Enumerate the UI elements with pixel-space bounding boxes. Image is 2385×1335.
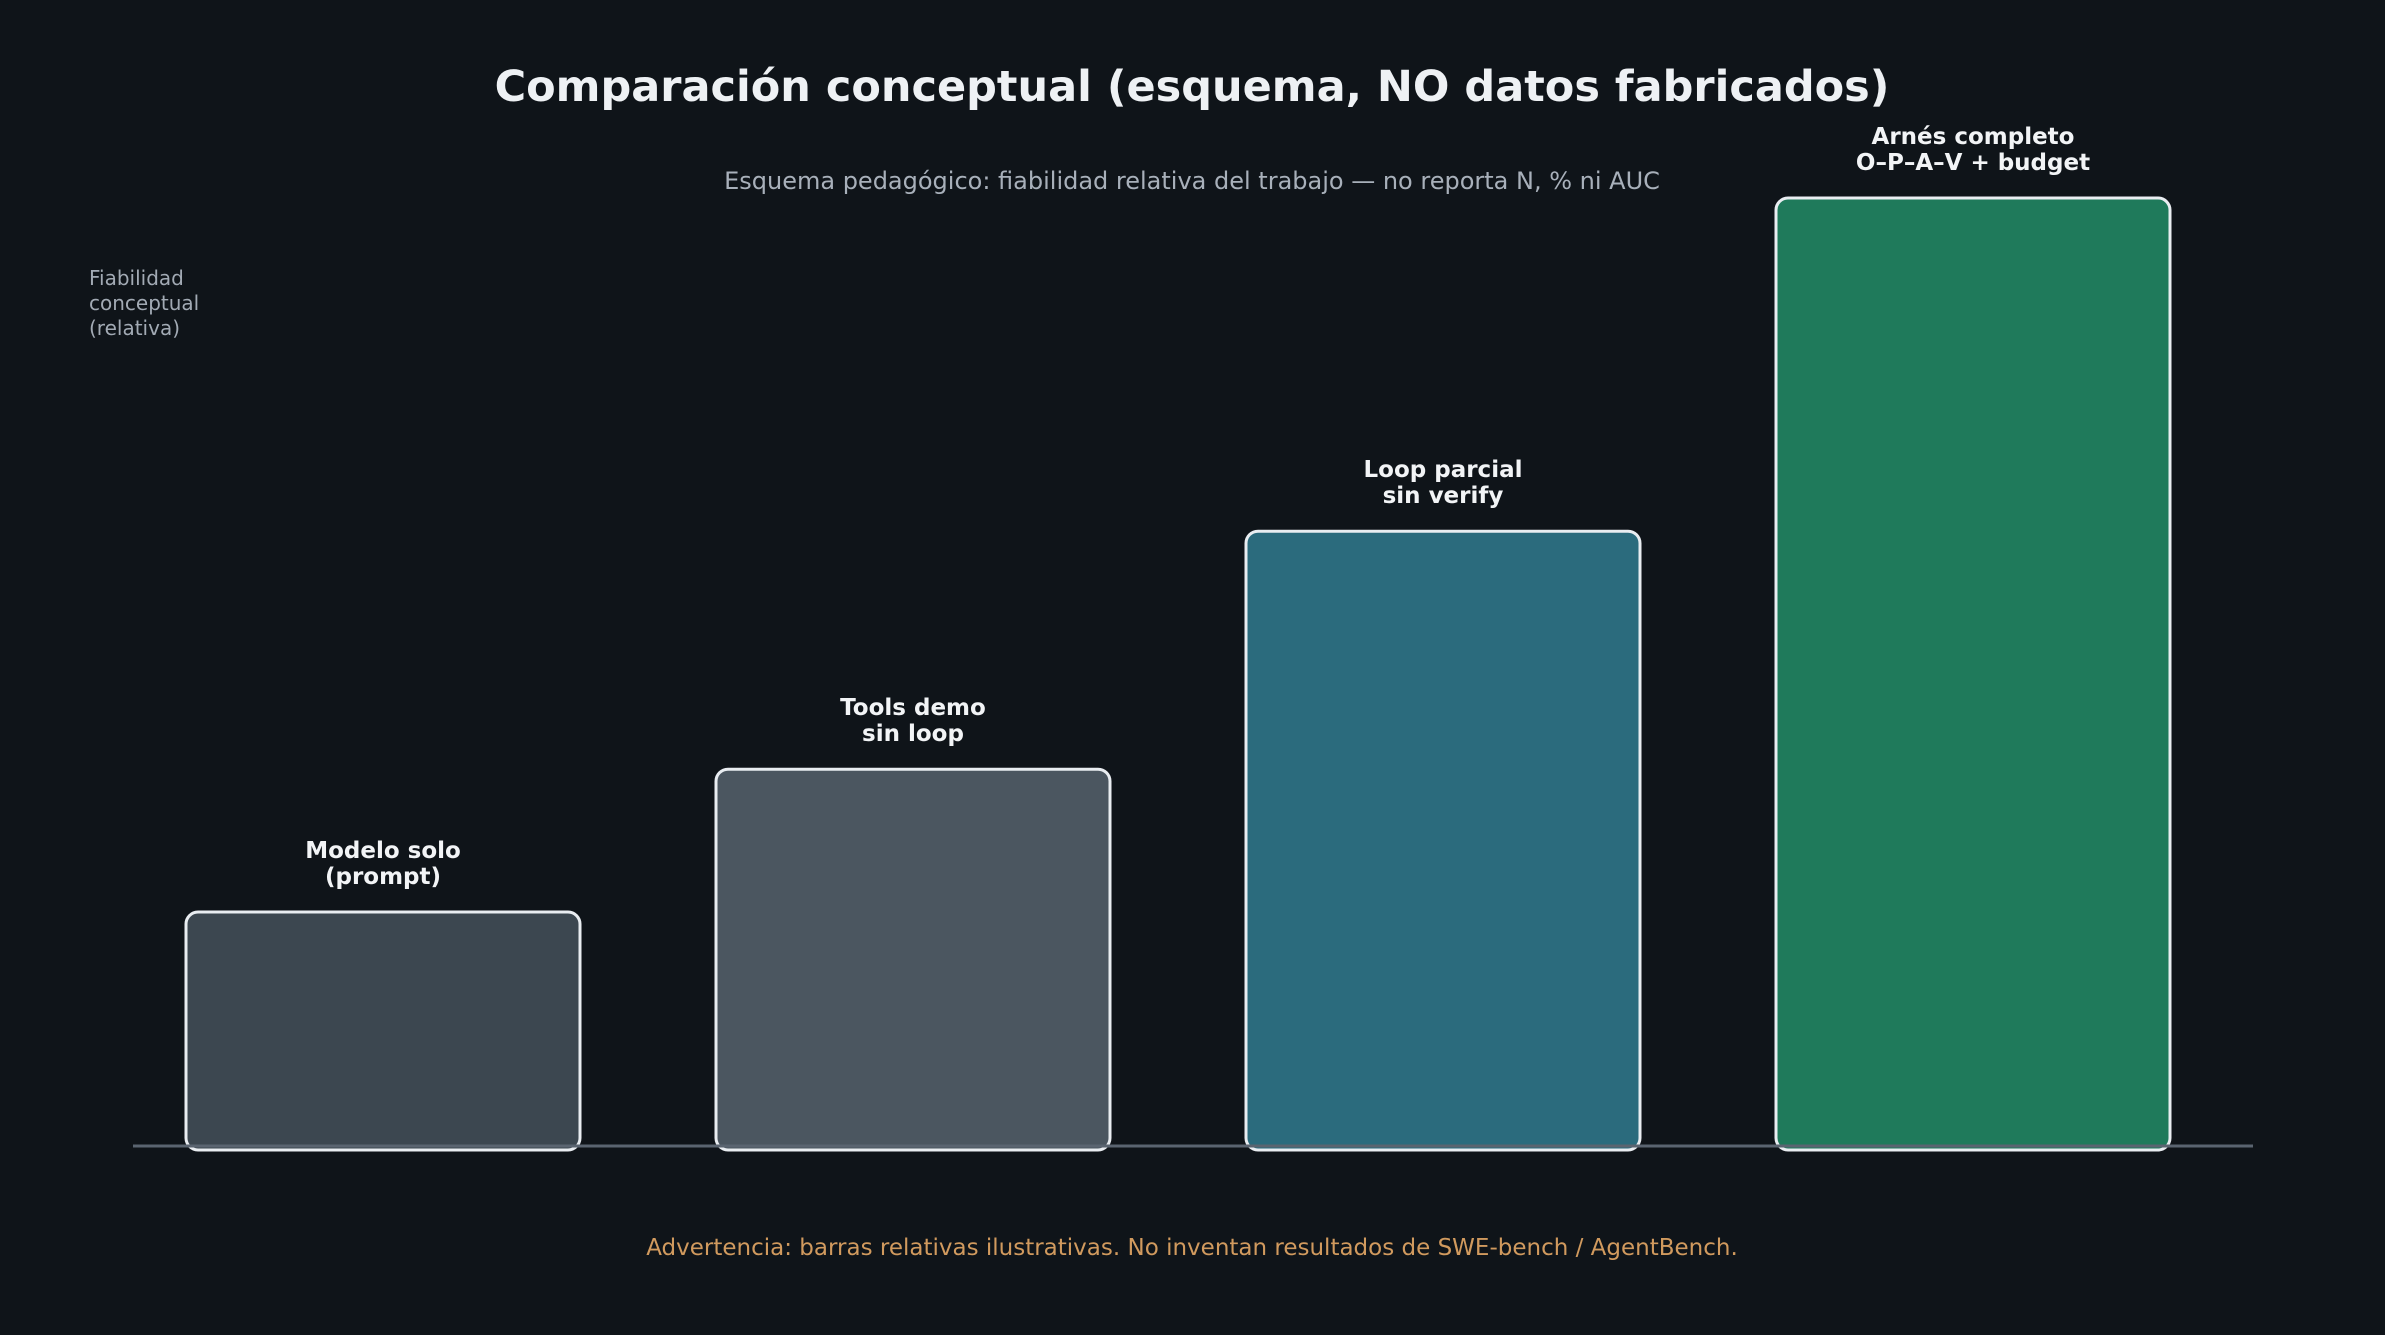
- bar-label-line: Arnés completo: [1872, 124, 2075, 150]
- y-axis-label-line: conceptual: [89, 291, 199, 315]
- bar: [714, 767, 1112, 1152]
- bar-label: Modelo solo (prompt): [305, 838, 461, 890]
- bar-label-line: O–P–A–V + budget: [1856, 150, 2090, 176]
- footnote: Advertencia: barras relativas ilustrativ…: [646, 1235, 1738, 1261]
- bar: [1244, 529, 1642, 1152]
- bar-label-line: Tools demo: [840, 695, 986, 721]
- bar: [1774, 196, 2172, 1152]
- chart-title: Comparación conceptual (esquema, NO dato…: [495, 62, 1890, 112]
- bar-label-line: sin loop: [862, 721, 964, 747]
- chart-subtitle: Esquema pedagógico: fiabilidad relativa …: [724, 167, 1660, 195]
- y-axis-label-line: Fiabilidad: [89, 266, 184, 290]
- bar-label: Arnés completo O–P–A–V + budget: [1856, 124, 2090, 176]
- bar-label-line: sin verify: [1383, 483, 1504, 509]
- bar-labels-group: Modelo solo (prompt) Tools demo sin loop Loo…: [305, 124, 2090, 890]
- bar: [184, 910, 582, 1152]
- bar-label-line: (prompt): [325, 864, 441, 890]
- y-axis-label: Fiabilidad conceptual (relativa): [89, 266, 206, 340]
- bar-label: Tools demo sin loop: [840, 695, 986, 747]
- bars-group: [184, 196, 2172, 1152]
- bar-label-line: Modelo solo: [305, 838, 461, 864]
- y-axis-label-line: (relativa): [89, 316, 180, 340]
- bar-label-line: Loop parcial: [1364, 457, 1523, 483]
- bar-label: Loop parcial sin verify: [1364, 457, 1523, 509]
